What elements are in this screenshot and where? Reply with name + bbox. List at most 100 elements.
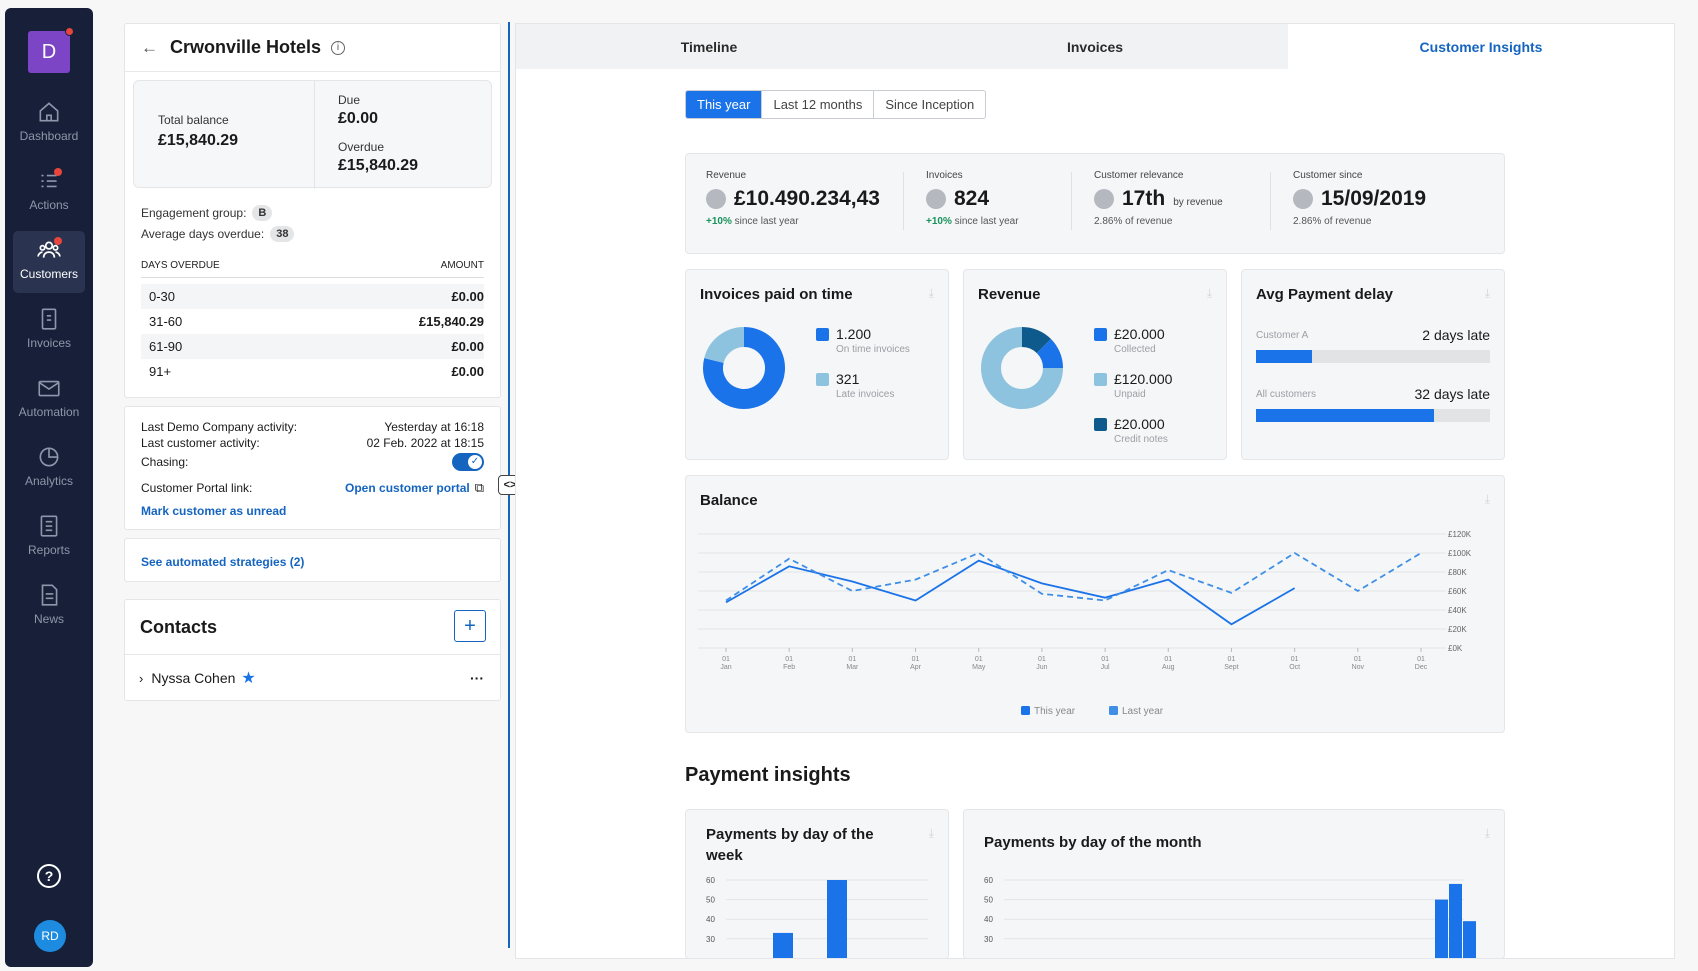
nav-reports[interactable]: Reports (13, 507, 85, 569)
x-tick-label: 01 (1101, 656, 1109, 663)
kpi-value: 17th (1122, 187, 1166, 210)
more-options-icon[interactable]: ··· (470, 670, 484, 686)
bar (1463, 921, 1476, 958)
donut-slice (703, 327, 785, 409)
nav-label: Reports (27, 543, 71, 557)
sidebar: D Dashboard Actions Customers Invoices A… (5, 8, 93, 967)
period-this-year[interactable]: This year (686, 91, 763, 118)
nav-news[interactable]: News (13, 576, 85, 638)
x-tick-label: Mar (846, 664, 859, 671)
delay-label: Customer A (1256, 329, 1309, 341)
workspace-avatar[interactable]: D (28, 27, 74, 73)
add-contact-button[interactable]: + (454, 610, 486, 642)
total-balance-value: £15,840.29 (158, 132, 239, 149)
due-value: £0.00 (338, 110, 379, 127)
revenue-card: Revenue ⤓ £20.000 Collected £120.000 Unpai… (963, 269, 1227, 460)
download-icon[interactable]: ⤓ (928, 286, 934, 300)
delay-value: 2 days late (1422, 327, 1490, 343)
y-tick-label: £20K (1448, 625, 1467, 634)
tab-invoices[interactable]: Invoices (902, 24, 1288, 69)
avg-payment-delay-card: Avg Payment delay ⤓ Customer A 2 days lat… (1241, 269, 1505, 460)
customer-activity-value: 02 Feb. 2022 at 18:15 (366, 436, 484, 450)
y-tick-label: 50 (706, 896, 715, 905)
nav-actions[interactable]: Actions (13, 162, 85, 224)
mark-unread-link[interactable]: Mark customer as unread (141, 504, 287, 518)
y-tick-label: £80K (1448, 568, 1467, 577)
x-tick-label: Jul (1101, 664, 1110, 671)
tab-timeline[interactable]: Timeline (516, 24, 902, 69)
legend-label: Collected (1114, 344, 1156, 355)
invoice-icon (926, 189, 946, 209)
back-arrow-icon[interactable]: ← (141, 37, 158, 57)
legend-item: £120.000 Unpaid (1094, 371, 1172, 400)
overdue-value: £15,840.29 (338, 157, 419, 174)
legend-label: Credit notes (1114, 434, 1168, 445)
legend-swatch (816, 328, 829, 341)
engagement-label: Engagement group: (141, 206, 247, 220)
legend-swatch (1094, 373, 1107, 386)
download-icon[interactable]: ⤓ (1484, 286, 1490, 300)
nav-label: Customers (19, 267, 78, 281)
nav-invoices[interactable]: Invoices (13, 300, 85, 362)
period-last-12-months[interactable]: Last 12 months (762, 91, 875, 118)
portal-label: Customer Portal link: (141, 481, 253, 495)
chasing-row: Chasing: (141, 453, 484, 471)
open-portal-link[interactable]: Open customer portal (345, 481, 470, 495)
kpi-label: Customer since (1293, 170, 1363, 181)
x-tick-label: 01 (722, 656, 730, 663)
period-since-inception[interactable]: Since Inception (885, 97, 975, 112)
automated-strategies-link[interactable]: See automated strategies (2) (141, 555, 305, 569)
x-tick-label: Jun (1036, 664, 1047, 671)
nav-label: Invoices (26, 336, 72, 350)
x-tick-label: Jan (720, 664, 731, 671)
aging-row: 61-90 £0.00 (141, 334, 484, 359)
nav-customers[interactable]: Customers (13, 231, 85, 293)
y-tick-label: 50 (984, 896, 993, 905)
contact-row[interactable]: › Nyssa Cohen ★ ··· (139, 668, 484, 688)
users-icon (37, 241, 61, 258)
legend-label: Last year (1122, 706, 1164, 717)
x-tick-label: Oct (1289, 664, 1300, 671)
bar (827, 880, 847, 958)
aging-row: 0-30 £0.00 (141, 284, 484, 309)
legend-label: On time invoices (836, 344, 910, 355)
copy-icon[interactable]: ⧉ (474, 480, 484, 495)
aging-amount: £0.00 (451, 289, 484, 304)
download-icon[interactable]: ⤓ (928, 826, 934, 840)
avg-days-badge: 38 (270, 226, 295, 242)
bar (773, 932, 793, 958)
calendar-icon (1293, 189, 1313, 209)
help-icon[interactable]: ? (37, 864, 61, 888)
aging-row: 31-60 £15,840.29 (141, 309, 484, 334)
y-tick-label: 40 (984, 915, 993, 924)
chasing-toggle[interactable] (452, 453, 484, 471)
divider (1071, 172, 1072, 230)
nav-dashboard[interactable]: Dashboard (13, 93, 85, 155)
delay-row: Customer A 2 days late (1256, 327, 1490, 343)
nav-automation[interactable]: Automation (13, 369, 85, 431)
legend-value: £20.000 (1114, 416, 1165, 432)
legend-item: £20.000 Collected (1094, 326, 1165, 355)
legend-label: Late invoices (836, 389, 895, 400)
tab-customer-insights[interactable]: Customer Insights (1288, 24, 1674, 69)
donut-slice (981, 327, 1063, 409)
download-icon[interactable]: ⤓ (1484, 492, 1490, 506)
chevron-right-icon[interactable]: › (139, 670, 144, 686)
nav-analytics[interactable]: Analytics (13, 438, 85, 500)
notification-dot (54, 168, 62, 176)
x-tick-label: 01 (1291, 656, 1299, 663)
customer-activity-label: Last customer activity: (141, 436, 260, 450)
download-icon[interactable]: ⤓ (1484, 826, 1490, 840)
donut-slice (704, 327, 745, 364)
kpi-sub: since last year (954, 216, 1019, 227)
star-icon[interactable]: ★ (241, 670, 256, 687)
x-tick-label: Feb (783, 664, 795, 671)
kpi-label: Customer relevance (1094, 170, 1184, 181)
nav-label: News (33, 612, 64, 626)
average-days-overdue: Average days overdue: 38 (141, 226, 295, 242)
divider (1270, 172, 1271, 230)
x-tick-label: May (972, 664, 986, 671)
download-icon[interactable]: ⤓ (1206, 286, 1212, 300)
user-avatar[interactable]: RD (34, 920, 66, 952)
info-icon[interactable]: i (331, 40, 346, 55)
